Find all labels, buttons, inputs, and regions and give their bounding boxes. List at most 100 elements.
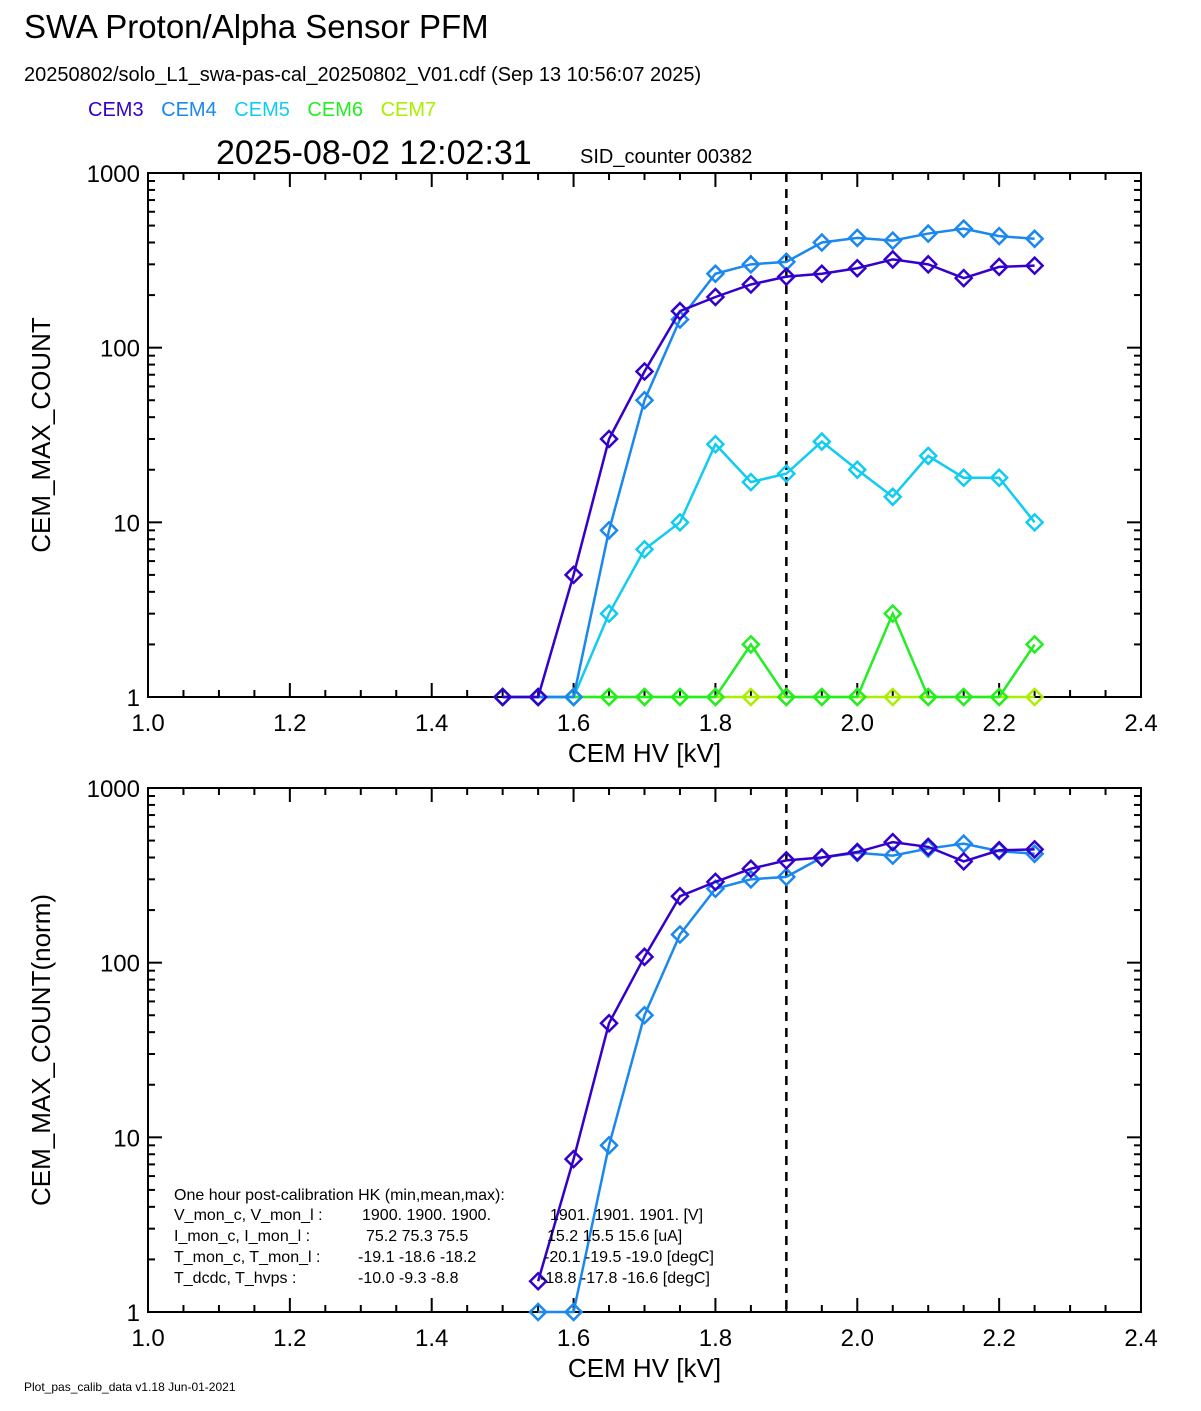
data-point bbox=[670, 886, 690, 907]
data-point bbox=[563, 1149, 584, 1169]
data-point bbox=[989, 840, 1009, 861]
x-tick-label: 1.6 bbox=[557, 710, 590, 737]
data-point bbox=[705, 434, 726, 454]
hk-title: One hour post-calibration HK (min,mean,m… bbox=[174, 1187, 505, 1204]
series-line bbox=[502, 258, 1035, 699]
data-point bbox=[882, 249, 903, 270]
hk-row-values-l: -18.8 -17.8 -16.6 [degC] bbox=[540, 1270, 710, 1287]
data-point bbox=[741, 687, 761, 707]
series-line bbox=[536, 840, 1035, 1282]
data-point bbox=[847, 687, 868, 707]
y-axis-label: CEM_MAX_COUNT(norm) bbox=[26, 894, 56, 1206]
series-line bbox=[502, 439, 1036, 699]
x-tick-label: 1.6 bbox=[557, 1325, 590, 1352]
data-point bbox=[634, 539, 655, 560]
data-point bbox=[670, 512, 690, 533]
data-point bbox=[776, 687, 797, 707]
footer-version: Plot_pas_calib_data v1.18 Jun-01-2021 bbox=[24, 1380, 236, 1394]
data-point bbox=[847, 258, 868, 278]
x-tick-label: 1.2 bbox=[273, 1325, 306, 1352]
x-axis-label: CEM HV [kV] bbox=[568, 1353, 721, 1383]
hk-row-values-l: -20.1 -19.5 -19.0 [degC] bbox=[544, 1249, 714, 1266]
x-tick-label: 1.2 bbox=[273, 710, 306, 737]
data-point bbox=[882, 230, 903, 251]
data-point bbox=[563, 687, 584, 707]
data-point bbox=[670, 924, 690, 945]
x-tick-label: 1.0 bbox=[131, 1325, 164, 1352]
y-tick-label: 1 bbox=[127, 685, 140, 712]
data-point bbox=[882, 687, 903, 707]
data-point bbox=[599, 429, 619, 449]
data-point bbox=[1024, 255, 1045, 276]
data-point bbox=[882, 603, 903, 624]
data-point bbox=[634, 390, 655, 411]
data-point bbox=[989, 467, 1009, 488]
data-point bbox=[1024, 687, 1045, 707]
data-point bbox=[741, 274, 761, 295]
data-point bbox=[528, 1302, 548, 1322]
x-tick-label: 2.2 bbox=[982, 710, 1015, 737]
data-point bbox=[918, 446, 938, 466]
data-point bbox=[599, 1135, 619, 1156]
y-tick-label: 10 bbox=[113, 510, 140, 537]
data-point bbox=[528, 687, 548, 707]
data-point bbox=[953, 467, 974, 488]
data-point bbox=[918, 254, 938, 275]
data-point bbox=[599, 520, 619, 541]
data-point bbox=[776, 463, 797, 484]
y-axis-label: CEM_MAX_COUNT bbox=[26, 317, 56, 553]
data-point bbox=[918, 837, 938, 857]
data-point bbox=[953, 851, 974, 872]
data-point bbox=[776, 266, 797, 287]
hk-row-values-l: 1901. 1901. 1901. [V] bbox=[550, 1207, 703, 1224]
data-point bbox=[847, 459, 868, 480]
data-point bbox=[1024, 839, 1045, 860]
x-tick-label: 2.2 bbox=[982, 1325, 1015, 1352]
hk-summary: One hour post-calibration HK (min,mean,m… bbox=[174, 1187, 714, 1287]
data-point bbox=[1024, 229, 1045, 249]
data-point bbox=[492, 687, 513, 707]
hk-row-values-l: 15.2 15.5 15.6 [uA] bbox=[547, 1228, 682, 1245]
data-point bbox=[812, 847, 832, 868]
data-point bbox=[1024, 634, 1045, 655]
hk-row-label: V_mon_c, V_mon_l : bbox=[174, 1207, 323, 1224]
data-point bbox=[634, 361, 655, 382]
data-point bbox=[989, 226, 1009, 246]
legend: CEM3 CEM4 CEM5 CEM6 CEM7 bbox=[88, 99, 448, 122]
x-tick-label: 2.4 bbox=[1124, 1325, 1157, 1352]
hk-row-values-c: -10.0 -9.3 -8.8 bbox=[358, 1270, 459, 1287]
x-tick-label: 1.4 bbox=[415, 1325, 448, 1352]
plot-frame bbox=[147, 172, 1142, 698]
series-line bbox=[502, 227, 1035, 699]
series-cem6 bbox=[492, 603, 1045, 707]
panel-bottom: 1.0 1.2 1.4 1.6 1.8 2.0 2.2 2.4 1 10 100 1000 CEM HV… bbox=[26, 776, 1158, 1383]
data-point bbox=[563, 1302, 584, 1322]
data-point bbox=[599, 687, 619, 707]
data-point bbox=[741, 858, 761, 879]
x-tick-label: 2.4 bbox=[1124, 710, 1157, 737]
data-point bbox=[812, 263, 832, 284]
timestamp: 2025-08-02 12:02:31 bbox=[216, 134, 532, 172]
file-subtitle: 20250802/solo_L1_swa-pas-cal_20250802_V0… bbox=[24, 64, 702, 86]
data-point bbox=[812, 431, 832, 452]
series-line bbox=[502, 610, 1036, 699]
legend-entry-cem3: CEM3 bbox=[88, 99, 144, 121]
x-tick-label: 2.0 bbox=[841, 1325, 874, 1352]
x-tick-label: 1.8 bbox=[699, 1325, 732, 1352]
data-point bbox=[599, 603, 619, 624]
legend-entry-cem4: CEM4 bbox=[161, 99, 217, 121]
data-point bbox=[918, 687, 938, 707]
x-tick-label: 1.0 bbox=[131, 710, 164, 737]
data-point bbox=[847, 842, 868, 862]
legend-entry-cem7: CEM7 bbox=[380, 99, 437, 121]
data-point bbox=[705, 287, 726, 307]
data-point bbox=[776, 850, 797, 871]
series-cem3 bbox=[492, 249, 1045, 707]
hk-row-values-c: 75.2 75.3 75.5 bbox=[366, 1228, 468, 1245]
data-point bbox=[634, 687, 655, 707]
x-tick-label: 1.4 bbox=[415, 710, 448, 737]
data-point bbox=[776, 867, 797, 887]
data-point bbox=[1024, 512, 1045, 533]
data-point bbox=[634, 1005, 655, 1026]
